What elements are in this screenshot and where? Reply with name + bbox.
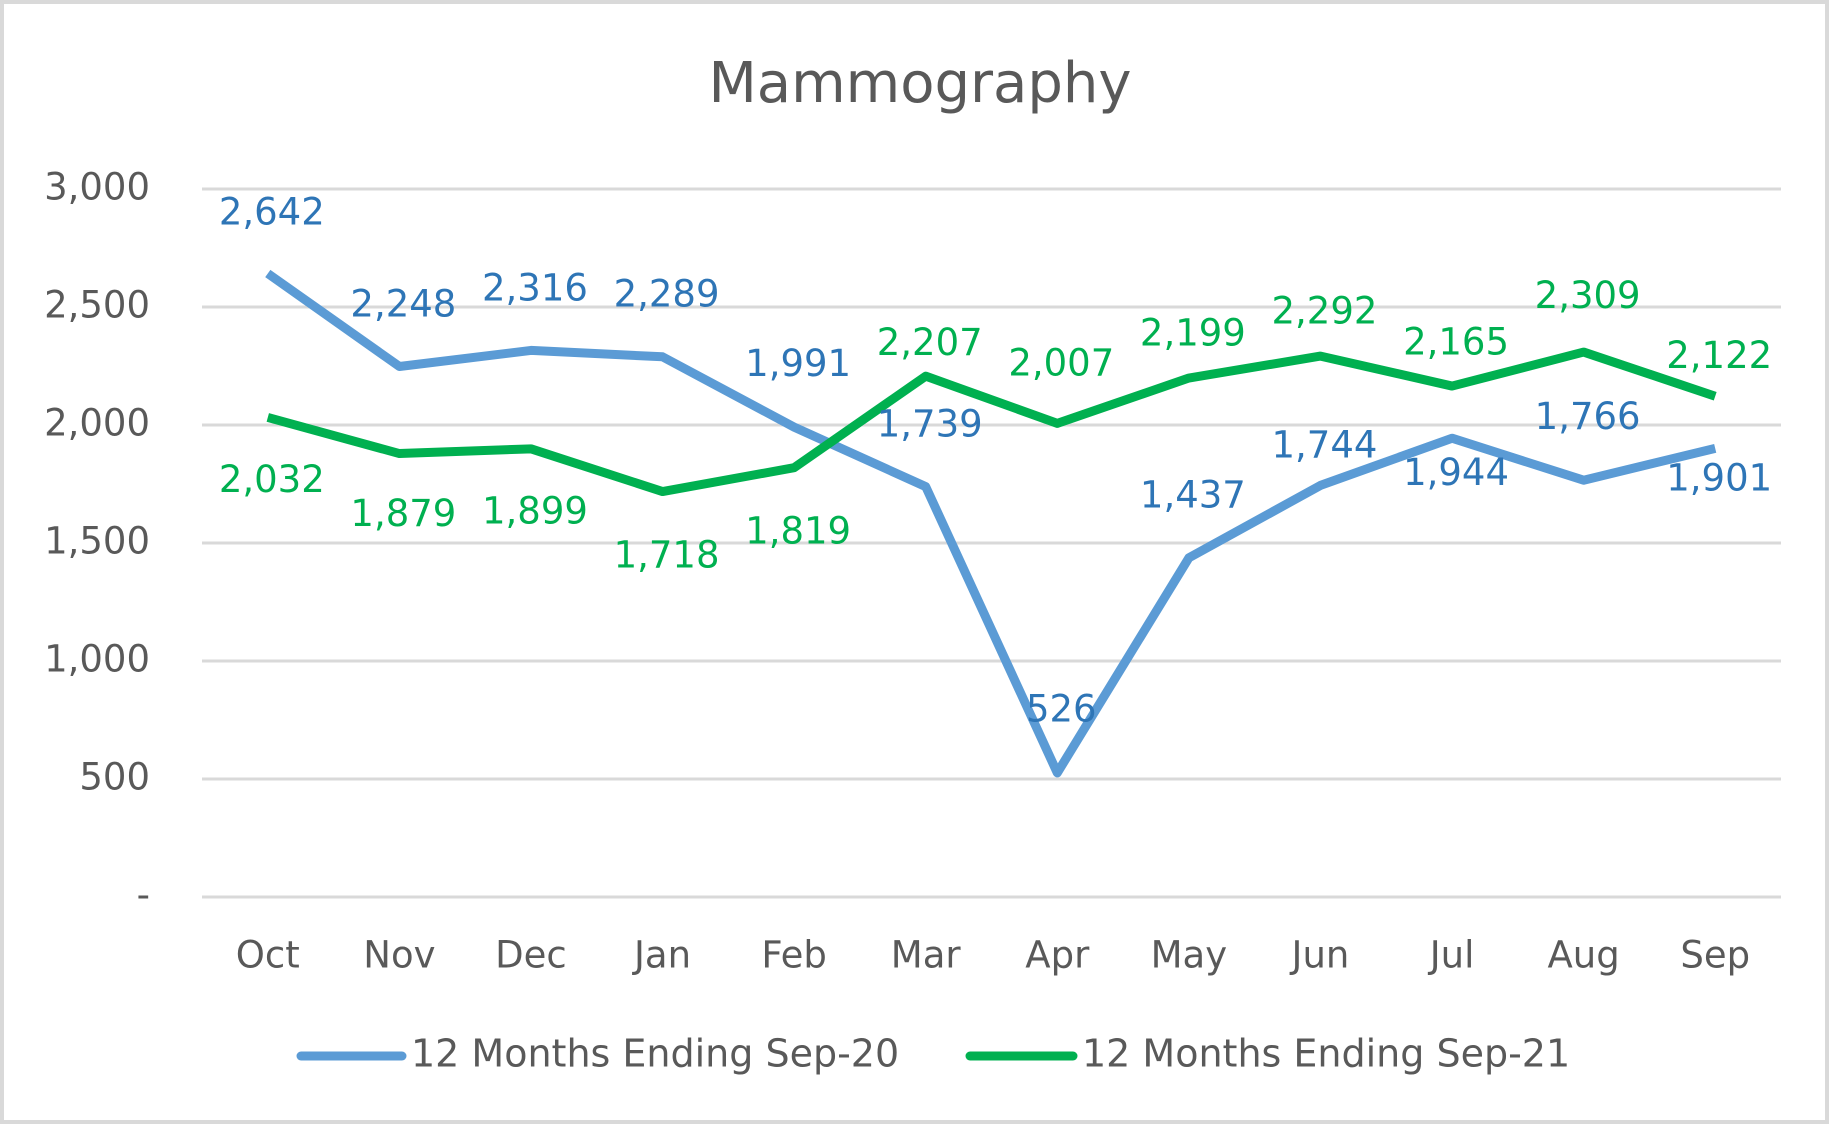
y-tick-label: 1,000: [44, 638, 150, 681]
x-tick-label: Dec: [495, 934, 567, 977]
x-tick-label: Apr: [1025, 934, 1090, 977]
chart-title: Mammography: [708, 51, 1131, 116]
data-label: 2,248: [350, 282, 456, 325]
data-label: 1,766: [1535, 395, 1641, 438]
x-tick-label: Feb: [761, 934, 827, 977]
y-tick-label: 2,500: [44, 284, 150, 327]
x-tick-label: Jun: [1290, 934, 1350, 977]
x-tick-label: Jul: [1428, 934, 1475, 977]
y-tick-label: 2,000: [44, 402, 150, 445]
x-tick-label: Mar: [891, 934, 962, 977]
y-tick-label: 500: [79, 756, 150, 799]
x-tick-label: Nov: [363, 934, 435, 977]
legend-label: 12 Months Ending Sep-20: [411, 1032, 899, 1076]
data-label: 1,879: [350, 492, 456, 535]
data-label: 1,437: [1140, 474, 1246, 517]
x-tick-label: Jan: [632, 934, 691, 977]
data-label: 2,292: [1271, 289, 1377, 332]
y-tick-label: 3,000: [44, 166, 150, 209]
y-tick-label: -: [137, 874, 150, 917]
series-line: [265, 269, 1717, 778]
data-label: 526: [1026, 688, 1097, 731]
data-label: 1,944: [1403, 451, 1509, 494]
data-label: 2,207: [877, 321, 983, 364]
data-label: 2,032: [219, 458, 325, 501]
data-label: 1,718: [614, 533, 720, 576]
x-tick-label: Aug: [1548, 934, 1620, 977]
data-label: 2,289: [614, 273, 720, 316]
data-label: 1,901: [1666, 456, 1772, 499]
y-tick-label: 1,500: [44, 520, 150, 563]
data-label: 2,199: [1140, 311, 1246, 354]
data-label: 1,819: [745, 510, 851, 553]
data-label: 1,744: [1271, 423, 1377, 466]
data-label: 2,316: [482, 266, 588, 309]
data-label: 2,642: [219, 190, 325, 233]
data-label: 2,007: [1008, 342, 1114, 385]
data-label: 1,899: [482, 489, 588, 532]
data-label: 2,165: [1403, 321, 1509, 364]
series-line: [266, 347, 1717, 497]
x-tick-label: Oct: [236, 934, 300, 977]
legend-label: 12 Months Ending Sep-21: [1082, 1032, 1570, 1076]
x-tick-label: May: [1151, 934, 1228, 977]
x-tick-label: Sep: [1680, 934, 1750, 977]
data-label: 1,739: [877, 402, 983, 445]
data-label: 2,122: [1666, 334, 1772, 377]
data-label: 1,991: [745, 342, 851, 385]
data-label: 2,309: [1535, 274, 1641, 317]
